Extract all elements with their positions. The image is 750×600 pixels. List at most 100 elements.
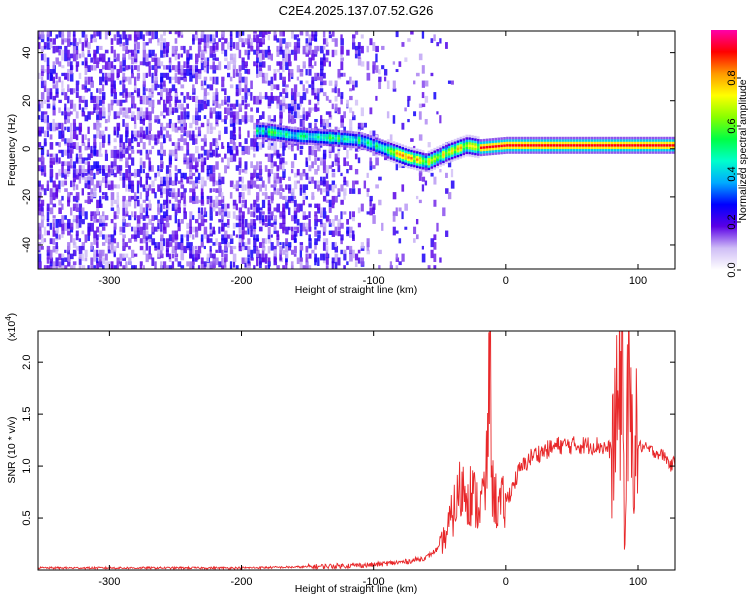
heatmap-cell: [165, 165, 170, 174]
heatmap-cell: [317, 145, 321, 152]
heatmap-cell: [290, 107, 294, 115]
heatmap-cell: [506, 146, 509, 149]
heatmap-cell: [299, 184, 303, 190]
heatmap-cell: [413, 152, 416, 156]
heatmap-cell: [224, 95, 227, 102]
heatmap-cell: [357, 53, 361, 59]
heatmap-cell: [258, 65, 262, 72]
heatmap-cell: [154, 65, 158, 73]
heatmap-cell: [256, 61, 259, 68]
heatmap-cell: [64, 188, 68, 192]
heatmap-cell: [64, 222, 68, 231]
colorbar: 0.00.20.40.60.8 Normalized spectral ampl…: [711, 30, 749, 278]
heatmap-cell: [596, 136, 599, 140]
heatmap-cell: [561, 148, 564, 152]
heatmap-cell: [180, 53, 183, 58]
heatmap-cell: [506, 136, 509, 140]
heatmap-cell: [317, 218, 321, 223]
heatmap-cell: [253, 249, 256, 254]
heatmap-cell: [224, 230, 228, 238]
heatmap-cell: [526, 151, 530, 154]
heatmap-cell: [40, 234, 44, 239]
heatmap-cell: [290, 103, 295, 111]
heatmap-cell: [212, 57, 217, 61]
heatmap-cell: [81, 42, 85, 51]
heatmap-cell: [238, 211, 241, 217]
heatmap-cell: [311, 135, 314, 138]
heatmap-cell: [517, 143, 521, 147]
heatmap-cell: [258, 68, 263, 78]
heatmap-cell: [258, 38, 262, 47]
heatmap-cell: [238, 245, 243, 252]
heatmap-cell: [322, 140, 326, 144]
heatmap-cell: [253, 138, 257, 148]
heatmap-cell: [311, 137, 314, 141]
heatmap-cell: [238, 157, 242, 166]
heatmap-cell: [168, 118, 172, 124]
heatmap-cell: [346, 145, 349, 148]
heatmap-cell: [308, 145, 312, 155]
heatmap-cell: [514, 146, 518, 149]
heatmap-cell: [247, 180, 251, 189]
heatmap-cell: [122, 57, 126, 67]
heatmap-cell: [238, 103, 242, 110]
heatmap-cell: [555, 148, 559, 152]
heatmap-cell: [165, 176, 169, 183]
heatmap-cell: [244, 65, 248, 69]
heatmap-cell: [436, 160, 439, 164]
heatmap-cell: [477, 150, 480, 154]
heatmap-cell: [282, 135, 285, 138]
heatmap-cell: [354, 261, 358, 268]
heatmap-cell: [180, 111, 184, 120]
heatmap-cell: [264, 130, 268, 133]
heatmap-cell: [331, 180, 336, 185]
heatmap-cell: [177, 61, 181, 70]
heatmap-cell: [49, 134, 53, 140]
heatmap-cell: [256, 122, 259, 125]
heatmap-cell: [413, 147, 416, 151]
heatmap-cell: [75, 126, 80, 131]
heatmap-cell: [96, 238, 99, 246]
heatmap-cell: [261, 192, 265, 196]
heatmap-cell: [299, 141, 303, 145]
heatmap-cell: [165, 249, 169, 256]
heatmap-cell: [253, 122, 257, 130]
heatmap-cell: [99, 230, 103, 237]
heatmap-cell: [282, 168, 286, 178]
heatmap-cell: [197, 222, 202, 231]
heatmap-cell: [131, 115, 135, 121]
heatmap-cell: [497, 149, 500, 153]
heatmap-cell: [142, 130, 146, 139]
heatmap-cell: [67, 230, 71, 236]
heatmap-cell: [639, 148, 643, 152]
heatmap-cell: [459, 156, 463, 159]
heatmap-cell: [55, 153, 58, 163]
heatmap-cell: [183, 130, 187, 137]
colorbar-tick-label: 0.0: [726, 262, 738, 277]
heatmap-cell: [218, 188, 222, 197]
heatmap-cell: [357, 42, 361, 49]
heatmap-cell: [261, 238, 266, 244]
heatmap-cell: [264, 125, 268, 128]
heatmap-y-axis-label: Frequency (Hz): [6, 114, 18, 186]
heatmap-cell: [64, 249, 67, 253]
heatmap-cell: [61, 203, 64, 210]
heatmap-cell: [267, 103, 272, 109]
heatmap-cell: [90, 168, 94, 176]
heatmap-cell: [221, 145, 225, 149]
heatmap-cell: [317, 88, 321, 94]
heatmap-cell: [317, 165, 320, 171]
snr-multiplier: (x104): [4, 313, 18, 341]
heatmap-cell: [221, 157, 224, 163]
heatmap-cell: [131, 180, 134, 187]
heatmap-cell: [238, 218, 242, 227]
heatmap-cell: [244, 103, 248, 110]
heatmap-cell: [119, 65, 123, 73]
heatmap-cell: [200, 145, 205, 151]
heatmap-cell: [354, 49, 358, 54]
heatmap-cell: [529, 148, 532, 152]
heatmap-cell: [154, 76, 158, 84]
heatmap-cell: [168, 188, 173, 192]
heatmap-cell: [221, 257, 224, 266]
heatmap-cell: [290, 129, 294, 132]
